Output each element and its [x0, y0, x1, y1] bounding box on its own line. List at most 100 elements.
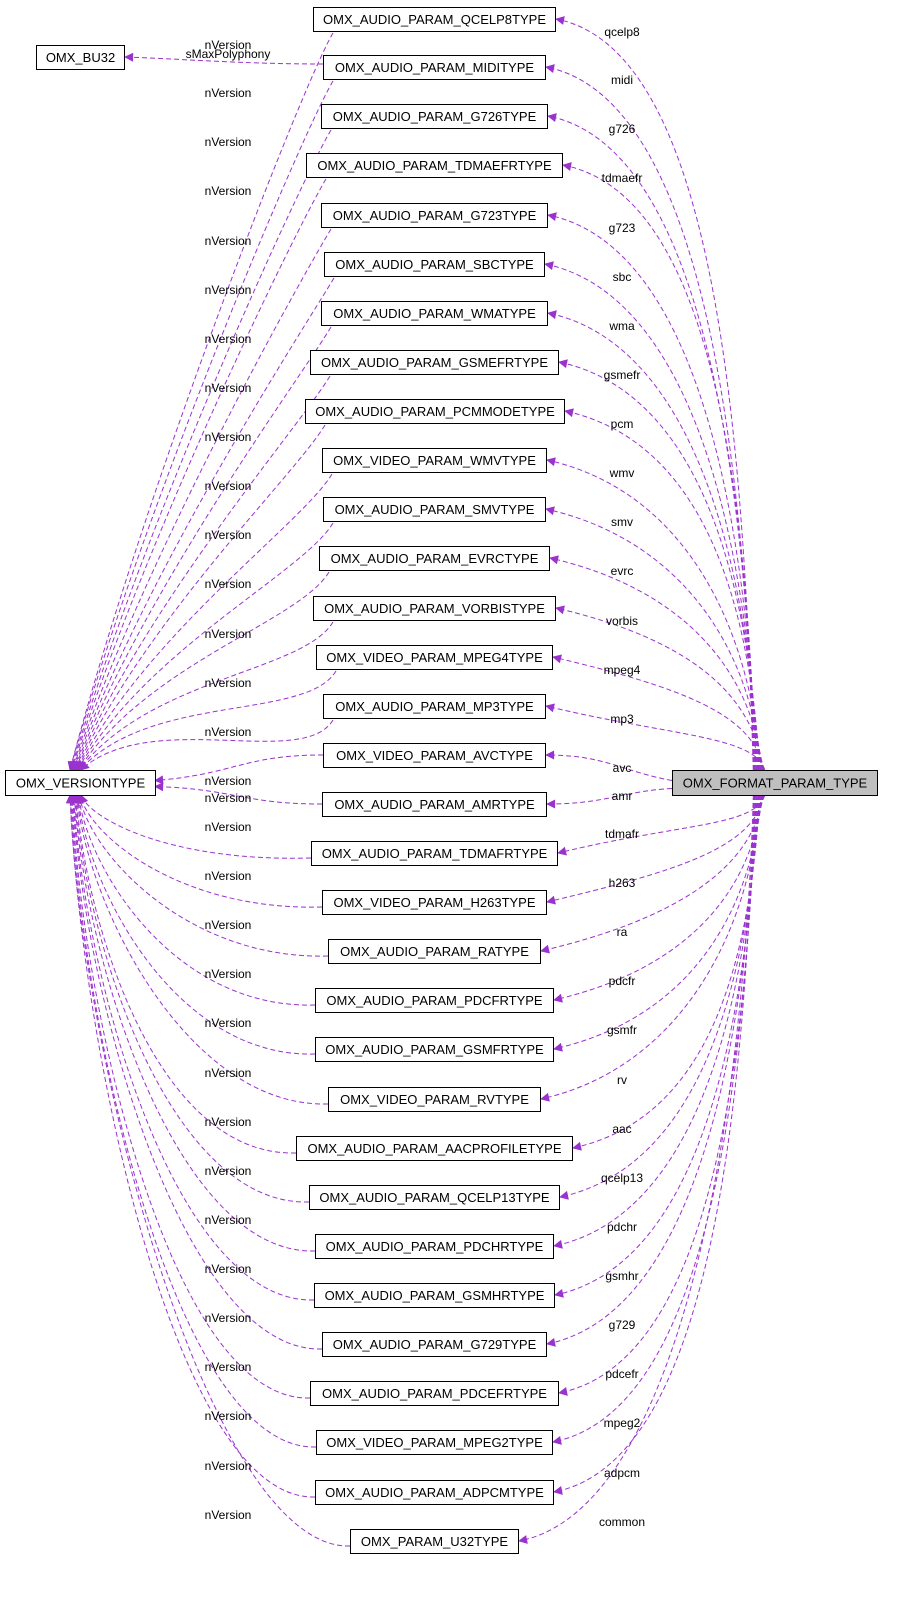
node-avc[interactable]: OMX_VIDEO_PARAM_AVCTYPE: [323, 743, 546, 768]
version-edge-label: nVersion: [205, 577, 252, 591]
node-pdcfr[interactable]: OMX_AUDIO_PARAM_PDCFRTYPE: [315, 988, 554, 1013]
node-box: [315, 988, 554, 1013]
member-edge-adpcm: [553, 794, 755, 1495]
node-gsmhr[interactable]: OMX_AUDIO_PARAM_GSMHRTYPE: [314, 1283, 555, 1308]
member-edge-g729: [546, 794, 758, 1347]
node-g726[interactable]: OMX_AUDIO_PARAM_G726TYPE: [321, 104, 548, 129]
version-edge-label: nVersion: [205, 1360, 252, 1374]
node-label: OMX_VIDEO_PARAM_MPEG2TYPE: [326, 1435, 543, 1450]
node-evrc[interactable]: OMX_AUDIO_PARAM_EVRCTYPE: [319, 546, 550, 571]
node-label: OMX_AUDIO_PARAM_G729TYPE: [333, 1337, 537, 1352]
node-bu32[interactable]: OMX_BU32: [36, 45, 125, 70]
node-box: [305, 399, 565, 424]
version-edge-tdmaefr: [69, 178, 327, 771]
version-edge-tdmafr: [79, 794, 312, 859]
node-mpeg4[interactable]: OMX_VIDEO_PARAM_MPEG4TYPE: [316, 645, 553, 670]
node-label: OMX_AUDIO_PARAM_QCELP8TYPE: [323, 12, 546, 27]
member-edge-g726: [547, 113, 756, 771]
node-mp3[interactable]: OMX_AUDIO_PARAM_MP3TYPE: [323, 694, 546, 719]
node-version[interactable]: OMX_VERSIONTYPE: [5, 770, 156, 796]
member-edge-pdcfr: [553, 794, 763, 1003]
node-qcelp8[interactable]: OMX_AUDIO_PARAM_QCELP8TYPE: [313, 7, 556, 32]
node-tdmaefr[interactable]: OMX_AUDIO_PARAM_TDMAEFRTYPE: [306, 153, 563, 178]
member-edge-label: tdmafr: [605, 827, 639, 841]
node-box: [350, 1529, 519, 1554]
node-h263[interactable]: OMX_VIDEO_PARAM_H263TYPE: [322, 890, 547, 915]
version-edge-label: nVersion: [205, 918, 252, 932]
node-label: OMX_AUDIO_PARAM_GSMFRTYPE: [325, 1042, 544, 1057]
node-pcm[interactable]: OMX_AUDIO_PARAM_PCMMODETYPE: [305, 399, 565, 424]
member-edge-label: smv: [611, 515, 633, 529]
node-amr[interactable]: OMX_AUDIO_PARAM_AMRTYPE: [322, 792, 547, 817]
node-box: [311, 841, 558, 866]
node-box: [310, 1381, 559, 1406]
version-edge-mpeg2: [66, 794, 317, 1448]
node-qcelp13[interactable]: OMX_AUDIO_PARAM_QCELP13TYPE: [309, 1185, 560, 1210]
version-edge-label: nVersion: [205, 1066, 252, 1080]
version-edge-pcm: [75, 424, 326, 771]
version-edge-label: nVersion: [205, 234, 252, 248]
member-edge-label: vorbis: [606, 614, 638, 628]
version-edge-label: nVersion: [205, 1459, 252, 1473]
node-tdmafr[interactable]: OMX_AUDIO_PARAM_TDMAFRTYPE: [311, 841, 558, 866]
node-pdchr[interactable]: OMX_AUDIO_PARAM_PDCHRTYPE: [315, 1234, 554, 1259]
node-mpeg2[interactable]: OMX_VIDEO_PARAM_MPEG2TYPE: [316, 1430, 553, 1455]
node-wma[interactable]: OMX_AUDIO_PARAM_WMATYPE: [321, 301, 548, 326]
node-label: OMX_AUDIO_PARAM_GSMHRTYPE: [325, 1288, 545, 1303]
node-label: OMX_VERSIONTYPE: [16, 776, 146, 791]
member-edge-label: gsmfr: [607, 1023, 637, 1037]
node-label: OMX_AUDIO_PARAM_G723TYPE: [333, 208, 537, 223]
node-format[interactable]: OMX_FORMAT_PARAM_TYPE: [672, 770, 878, 796]
version-edge-label: nVersion: [205, 1213, 252, 1227]
node-g723[interactable]: OMX_AUDIO_PARAM_G723TYPE: [321, 203, 548, 228]
node-label: OMX_AUDIO_PARAM_TDMAFRTYPE: [322, 846, 548, 861]
version-edge-mpeg4: [79, 670, 337, 771]
node-aac[interactable]: OMX_AUDIO_PARAM_AACPROFILETYPE: [296, 1136, 573, 1161]
node-gsmefr[interactable]: OMX_AUDIO_PARAM_GSMEFRTYPE: [310, 350, 559, 375]
version-edge-amr: [154, 782, 323, 805]
node-wmv[interactable]: OMX_VIDEO_PARAM_WMVTYPE: [322, 448, 547, 473]
node-label: OMX_FORMAT_PARAM_TYPE: [683, 776, 868, 791]
node-midi[interactable]: OMX_AUDIO_PARAM_MIDITYPE: [323, 55, 546, 80]
node-gsmfr[interactable]: OMX_AUDIO_PARAM_GSMFRTYPE: [315, 1037, 554, 1062]
node-sbc[interactable]: OMX_AUDIO_PARAM_SBCTYPE: [324, 252, 545, 277]
version-edge-label: nVersion: [205, 820, 252, 834]
version-edge-qcelp13: [71, 794, 310, 1203]
version-edge-label: nVersion: [205, 283, 252, 297]
node-box: [313, 596, 556, 621]
node-box: [324, 252, 545, 277]
node-ra[interactable]: OMX_AUDIO_PARAM_RATYPE: [328, 939, 541, 964]
version-edge-mp3: [80, 719, 334, 771]
member-edge-mpeg2: [552, 794, 756, 1445]
member-edge-label: tdmaefr: [602, 171, 643, 185]
node-label: OMX_AUDIO_PARAM_WMATYPE: [333, 306, 536, 321]
node-label: OMX_VIDEO_PARAM_H263TYPE: [333, 895, 535, 910]
node-smv[interactable]: OMX_AUDIO_PARAM_SMVTYPE: [323, 497, 546, 522]
version-edge-label: nVersion: [205, 1262, 252, 1276]
node-rv[interactable]: OMX_VIDEO_PARAM_RVTYPE: [328, 1087, 541, 1112]
node-pdcefr[interactable]: OMX_AUDIO_PARAM_PDCEFRTYPE: [310, 1381, 559, 1406]
member-edge-u32: [518, 794, 754, 1544]
member-edge-label: pdchr: [607, 1220, 637, 1234]
version-edge-avc: [154, 754, 324, 785]
node-box: [323, 743, 546, 768]
member-edge-label: avc: [613, 761, 632, 775]
node-box: [321, 301, 548, 326]
node-box: [321, 104, 548, 129]
node-adpcm[interactable]: OMX_AUDIO_PARAM_ADPCMTYPE: [315, 1480, 554, 1505]
node-label: OMX_AUDIO_PARAM_EVRCTYPE: [331, 551, 539, 566]
member-edge-label: midi: [611, 73, 633, 87]
member-edge-label: wmv: [609, 466, 635, 480]
node-vorbis[interactable]: OMX_AUDIO_PARAM_VORBISTYPE: [313, 596, 556, 621]
version-edge-label: nVersion: [205, 676, 252, 690]
node-box: [323, 55, 546, 80]
node-g729[interactable]: OMX_AUDIO_PARAM_G729TYPE: [322, 1332, 547, 1357]
node-label: OMX_AUDIO_PARAM_ADPCMTYPE: [325, 1485, 544, 1500]
version-edge-label: nVersion: [205, 1016, 252, 1030]
node-label: OMX_AUDIO_PARAM_MIDITYPE: [335, 60, 534, 75]
node-u32[interactable]: OMX_PARAM_U32TYPE: [350, 1529, 519, 1554]
version-edge-sbc: [71, 277, 335, 771]
node-box: [36, 45, 125, 70]
node-box: [321, 203, 548, 228]
version-edge-wma: [72, 326, 332, 771]
